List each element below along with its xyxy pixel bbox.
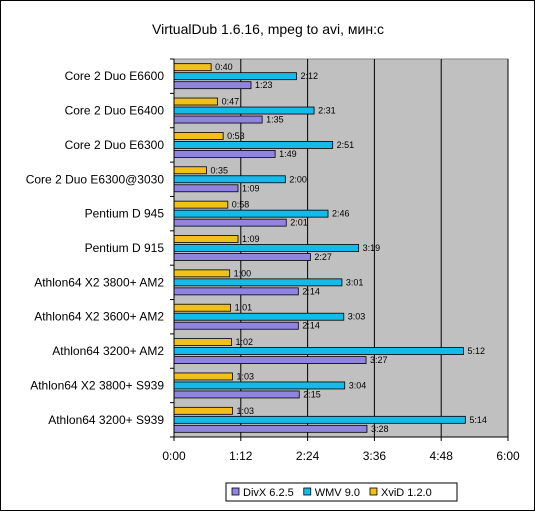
x-tick-label: 6:00	[496, 449, 520, 463]
data-label: 3:28	[371, 424, 389, 434]
x-tick-label: 4:48	[430, 449, 454, 463]
data-label: 2:15	[303, 389, 321, 399]
category-label: Athlon64 3200+ S939	[48, 413, 164, 427]
data-label: 1:02	[236, 337, 254, 347]
data-label: 5:14	[469, 415, 487, 425]
bar	[173, 278, 343, 287]
bar	[173, 63, 212, 72]
bar	[173, 106, 315, 115]
category-label: Core 2 Duo E6300	[65, 138, 165, 152]
bar	[173, 132, 224, 140]
data-label: 0:35	[210, 165, 228, 175]
bar	[173, 244, 360, 252]
bar	[173, 72, 297, 81]
bar	[173, 253, 311, 261]
bar	[173, 347, 464, 355]
data-label: 1:35	[266, 115, 284, 125]
x-tick-label: 2:24	[296, 449, 320, 463]
data-label: 1:49	[279, 149, 297, 159]
data-label: 1:03	[236, 371, 254, 381]
data-label: 3:04	[349, 380, 367, 390]
data-label: 1:09	[242, 234, 260, 244]
bar	[173, 81, 252, 90]
legend-swatch	[231, 487, 240, 496]
category-label: Athlon64 X2 3800+ S939	[30, 378, 164, 392]
bar	[173, 97, 219, 106]
legend-box	[225, 482, 458, 502]
category-label: Athlon64 3200+ AM2	[52, 344, 164, 358]
bar	[173, 269, 231, 278]
bar	[173, 209, 329, 218]
data-label: 1:09	[242, 183, 260, 193]
legend-label: XviD 1.2.0	[381, 487, 432, 499]
data-label: 3:27	[370, 355, 388, 365]
bar	[173, 338, 232, 346]
x-axis: 0:00 1:12 2:24 3:36 4:48 6:00	[162, 58, 520, 463]
data-label: 2:00	[289, 174, 307, 184]
bar	[173, 415, 466, 424]
legend-swatch	[369, 487, 378, 496]
data-label: 2:46	[332, 209, 350, 219]
data-label: 2:12	[300, 71, 318, 81]
category-label: Core 2 Duo E6600	[65, 69, 165, 83]
data-label: 1:23	[255, 80, 273, 90]
bar	[173, 303, 231, 312]
bar	[173, 115, 263, 124]
category-labels: Core 2 Duo E6600 Core 2 Duo E6400 Core 2 D…	[26, 69, 165, 427]
category-label: Pentium D 945	[85, 207, 165, 221]
data-label: 5:12	[467, 346, 485, 356]
bar	[173, 356, 367, 364]
data-label: 2:31	[318, 106, 336, 116]
x-tick-label: 1:12	[229, 449, 253, 463]
bar	[173, 218, 287, 227]
data-label: 1:00	[234, 268, 252, 278]
category-label: Pentium D 915	[85, 241, 165, 255]
bar	[173, 390, 300, 399]
legend: DivX 6.2.5 WMV 9.0 XviD 1.2.0	[225, 482, 458, 502]
data-label: 2:14	[302, 286, 320, 296]
bar	[173, 200, 229, 209]
legend-label: WMV 9.0	[315, 487, 360, 499]
data-label: 1:01	[235, 303, 253, 313]
x-tick-label: 0:00	[162, 449, 186, 463]
bar	[173, 424, 368, 433]
bar	[173, 150, 276, 158]
legend-label: DivX 6.2.5	[243, 487, 294, 499]
category-label: Core 2 Duo E6400	[65, 104, 165, 118]
x-tick-label: 3:36	[363, 449, 387, 463]
data-label: 2:27	[314, 252, 332, 262]
bar	[173, 406, 233, 415]
bar	[173, 184, 239, 193]
chart-title: VirtualDub 1.6.16, mpeg to avi, мин:с	[152, 21, 384, 37]
category-label: Athlon64 X2 3600+ AM2	[34, 310, 164, 324]
legend-swatch	[303, 487, 312, 496]
category-label: Athlon64 X2 3800+ AM2	[34, 275, 164, 289]
data-label: 3:19	[363, 243, 381, 253]
bar	[173, 287, 299, 296]
data-label: 0:58	[232, 200, 250, 210]
category-label: Core 2 Duo E6300@3030	[26, 172, 165, 186]
data-label: 0:47	[222, 97, 240, 107]
bar	[173, 372, 233, 381]
bars: 0:40 2:12 1:23 0:47 2:31 1:35 0:53 2:51 1:49 0:35…	[173, 62, 487, 434]
bar	[173, 312, 345, 321]
data-label: 0:53	[227, 131, 245, 141]
data-label: 3:01	[346, 277, 364, 287]
data-label: 2:51	[337, 140, 355, 150]
bar	[173, 175, 286, 184]
bar	[173, 381, 346, 390]
data-label: 0:40	[215, 62, 233, 72]
bar	[173, 166, 207, 175]
data-label: 3:03	[348, 312, 366, 322]
data-label: 2:14	[302, 321, 320, 331]
data-label: 2:01	[290, 218, 308, 228]
bar	[173, 321, 299, 330]
data-label: 1:03	[236, 406, 254, 416]
bar	[173, 235, 239, 243]
bar	[173, 141, 334, 149]
